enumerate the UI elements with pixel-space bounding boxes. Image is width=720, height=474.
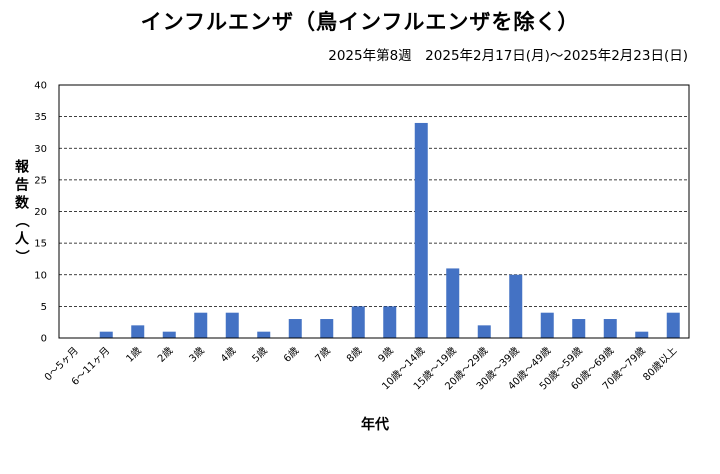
x-tick-label: 2歳 (155, 345, 175, 365)
y-axis-label: 報告数 （ 人 ） (13, 159, 30, 264)
x-tick-label: 6歳 (281, 345, 301, 365)
bar (194, 312, 208, 338)
y-axis-label-char: 数 (15, 195, 30, 212)
y-tick-label: 35 (34, 112, 47, 123)
x-tick-label: 9歳 (376, 345, 396, 365)
bar (351, 306, 365, 338)
x-tick-label: 1歳 (124, 345, 144, 365)
y-tick-labels: 0 5 10 15 20 25 30 35 40 (34, 81, 47, 345)
y-tick-label: 40 (34, 81, 47, 92)
y-tick-label: 20 (34, 207, 47, 218)
chart-title: インフルエンザ（鳥インフルエンザを除く） (140, 10, 580, 34)
y-axis-label-char: 報 (15, 159, 30, 176)
x-tick-label: 5歳 (250, 345, 270, 365)
y-axis-label-char: ） (13, 250, 29, 264)
x-tick-label: 7歳 (313, 345, 333, 365)
plot-frame (58, 84, 690, 339)
y-axis-label-char: 告 (15, 177, 29, 194)
chart-subtitle: 2025年第8週 2025年2月17日(月)〜2025年2月23日(日) (328, 48, 688, 64)
bar (635, 331, 649, 338)
x-tick-label: 8歳 (344, 345, 364, 365)
bar (383, 306, 397, 338)
y-tick-label: 25 (34, 175, 47, 186)
bar (288, 319, 302, 338)
bar (477, 325, 491, 338)
x-axis-label: 年代 (361, 416, 389, 433)
bar (257, 331, 271, 338)
bar (131, 325, 145, 338)
gridlines (59, 116, 689, 307)
bar (414, 122, 428, 338)
bar (99, 331, 113, 338)
bar (320, 319, 334, 338)
y-tick-label: 10 (34, 270, 47, 281)
bar (666, 312, 680, 338)
y-tick-label: 30 (34, 144, 47, 155)
bar (225, 312, 239, 338)
x-tick-label: 80歳以上 (641, 345, 680, 384)
x-tick-label: 3歳 (187, 345, 207, 365)
bar (162, 331, 176, 338)
y-axis-label-char: 人 (15, 231, 30, 248)
bar (540, 312, 554, 338)
bars (99, 122, 680, 338)
y-tick-label: 15 (34, 239, 47, 250)
y-tick-label: 5 (41, 302, 47, 313)
bar (572, 319, 586, 338)
bar (446, 268, 460, 338)
bar (509, 274, 523, 338)
y-axis-label-char: （ (13, 214, 29, 228)
x-tick-label: 4歳 (218, 345, 238, 365)
y-tick-label: 0 (41, 334, 47, 345)
bar (603, 319, 617, 338)
